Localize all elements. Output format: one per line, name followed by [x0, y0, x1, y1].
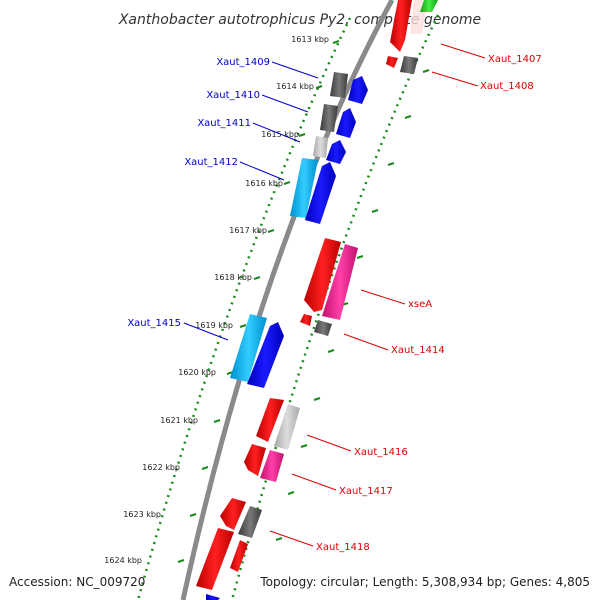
gene-label[interactable]: Xaut_1408: [480, 81, 534, 92]
kbp-label: 1619 kbp: [195, 321, 233, 330]
gene-xaut-1415[interactable]: [230, 314, 284, 388]
topology-label: Topology: circular; Length: 5,308,934 bp…: [259, 575, 590, 589]
genome-backbone: [180, 0, 395, 600]
gene-label[interactable]: Xaut_1412: [184, 157, 238, 168]
gene-xaut-1417[interactable]: [244, 444, 284, 482]
ruler-line-right: [230, 14, 440, 600]
gene-xsea[interactable]: [304, 238, 358, 320]
gene-xaut-1409[interactable]: [330, 72, 368, 104]
ruler-tick-marks-right: [275, 69, 430, 541]
kbp-label: 1618 kbp: [214, 273, 252, 282]
accession-label: Accession: NC_009720: [9, 575, 145, 589]
kbp-label: 1620 kbp: [178, 368, 216, 377]
kbp-label: 1614 kbp: [276, 82, 314, 91]
gene-xaut-1412[interactable]: [290, 158, 336, 224]
gene-label[interactable]: Xaut_1407: [488, 54, 542, 65]
kbp-label: 1613 kbp: [291, 35, 329, 44]
gene-xaut-1414[interactable]: [300, 314, 332, 336]
gene-label[interactable]: Xaut_1416: [354, 447, 408, 458]
gene-xaut-1416[interactable]: [256, 398, 300, 450]
right-gene-labels: Xaut_1407 Xaut_1408 xseA Xaut_1414 Xaut_…: [269, 43, 542, 553]
gene-xaut-1410[interactable]: [320, 104, 356, 138]
gene-xaut-1411[interactable]: [313, 136, 346, 164]
ruler-line-left: [136, 17, 352, 600]
gene-label[interactable]: Xaut_1411: [197, 118, 251, 129]
gene-label[interactable]: Xaut_1415: [127, 318, 181, 329]
gene-bottom-blue[interactable]: [206, 594, 220, 600]
gene-xaut-1418[interactable]: [220, 498, 262, 538]
gene-label[interactable]: Xaut_1417: [339, 486, 393, 497]
gene-bottom-red[interactable]: [196, 528, 248, 590]
ruler-labels: 1613 kbp 1614 kbp 1615 kbp 1616 kbp 1617…: [104, 35, 329, 565]
gene-xaut-1408[interactable]: [400, 56, 418, 74]
gene-label[interactable]: Xaut_1409: [216, 57, 270, 68]
ruler-tick-marks: [177, 40, 340, 563]
kbp-label: 1624 kbp: [104, 556, 142, 565]
kbp-label: 1623 kbp: [123, 510, 161, 519]
gene-label[interactable]: Xaut_1418: [316, 542, 370, 553]
gene-xaut-1408-arrow[interactable]: [386, 56, 398, 68]
kbp-label: 1616 kbp: [245, 179, 283, 188]
kbp-label: 1617 kbp: [229, 226, 267, 235]
gene-label[interactable]: Xaut_1414: [391, 345, 445, 356]
map-title: Xanthobacter autotrophicus Py2, complete…: [118, 12, 481, 28]
gene-label[interactable]: Xaut_1410: [206, 90, 260, 101]
gene-label[interactable]: xseA: [408, 299, 432, 310]
kbp-label: 1621 kbp: [160, 416, 198, 425]
left-gene-labels: Xaut_1409 Xaut_1410 Xaut_1411 Xaut_1412 …: [127, 57, 319, 341]
kbp-label: 1622 kbp: [142, 463, 180, 472]
gene-xaut-1407[interactable]: [390, 0, 438, 52]
